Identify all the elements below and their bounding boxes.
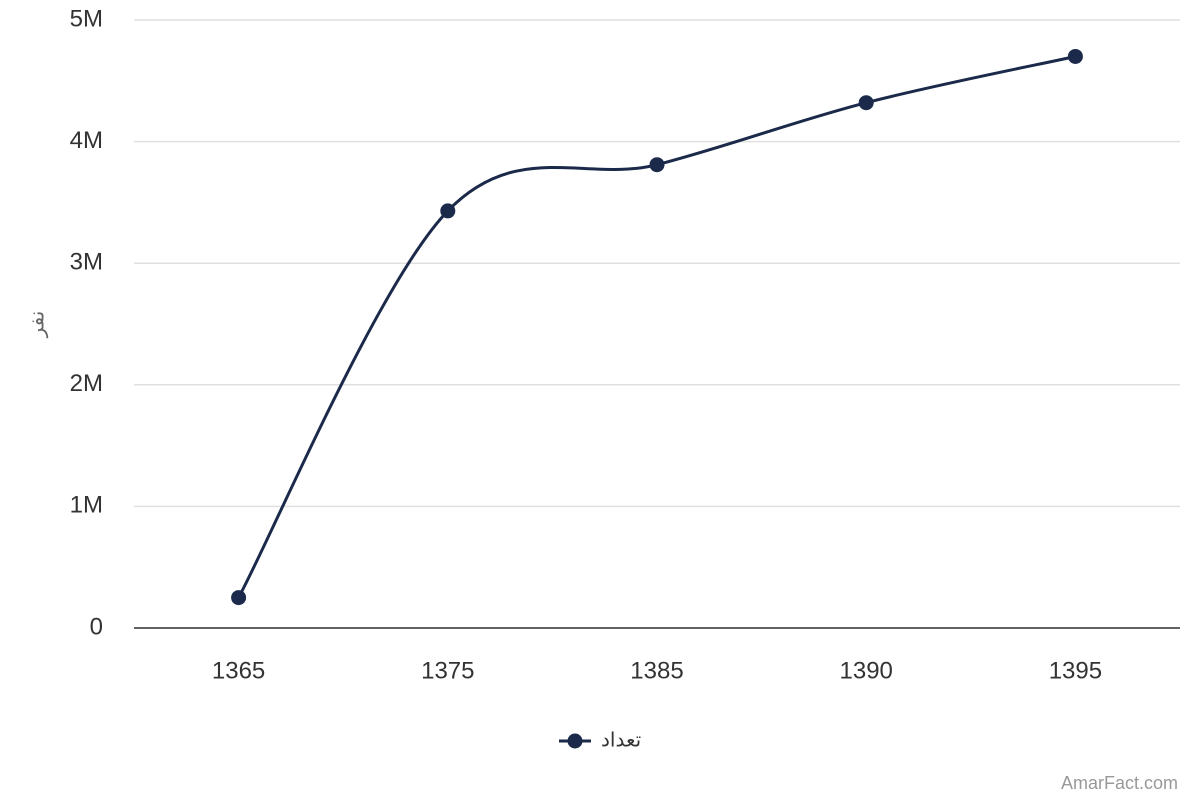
series-line [237, 55, 1076, 599]
data-point[interactable] [1067, 48, 1083, 64]
data-point[interactable] [440, 203, 456, 219]
y-tick-label: 1M [70, 492, 103, 519]
x-tick-label: 1365 [212, 657, 265, 684]
x-tick-label: 1390 [840, 657, 893, 684]
legend-marker[interactable] [567, 733, 583, 749]
data-point[interactable] [231, 590, 247, 606]
y-tick-label: 4M [70, 127, 103, 154]
credit[interactable]: AmarFact.com [1061, 773, 1178, 793]
y-tick-label: 2M [70, 370, 103, 397]
y-tick-label: 3M [70, 249, 103, 276]
y-tick-label: 5M [70, 5, 103, 32]
x-tick-label: 1395 [1049, 657, 1102, 684]
x-tick-label: 1385 [630, 657, 683, 684]
y-tick-label: 0 [90, 613, 103, 640]
legend-label[interactable]: تعداد [601, 729, 641, 751]
x-tick-label: 1375 [421, 657, 474, 684]
data-point[interactable] [649, 157, 665, 173]
y-axis-label: نفر [26, 311, 48, 339]
data-point[interactable] [858, 95, 874, 111]
